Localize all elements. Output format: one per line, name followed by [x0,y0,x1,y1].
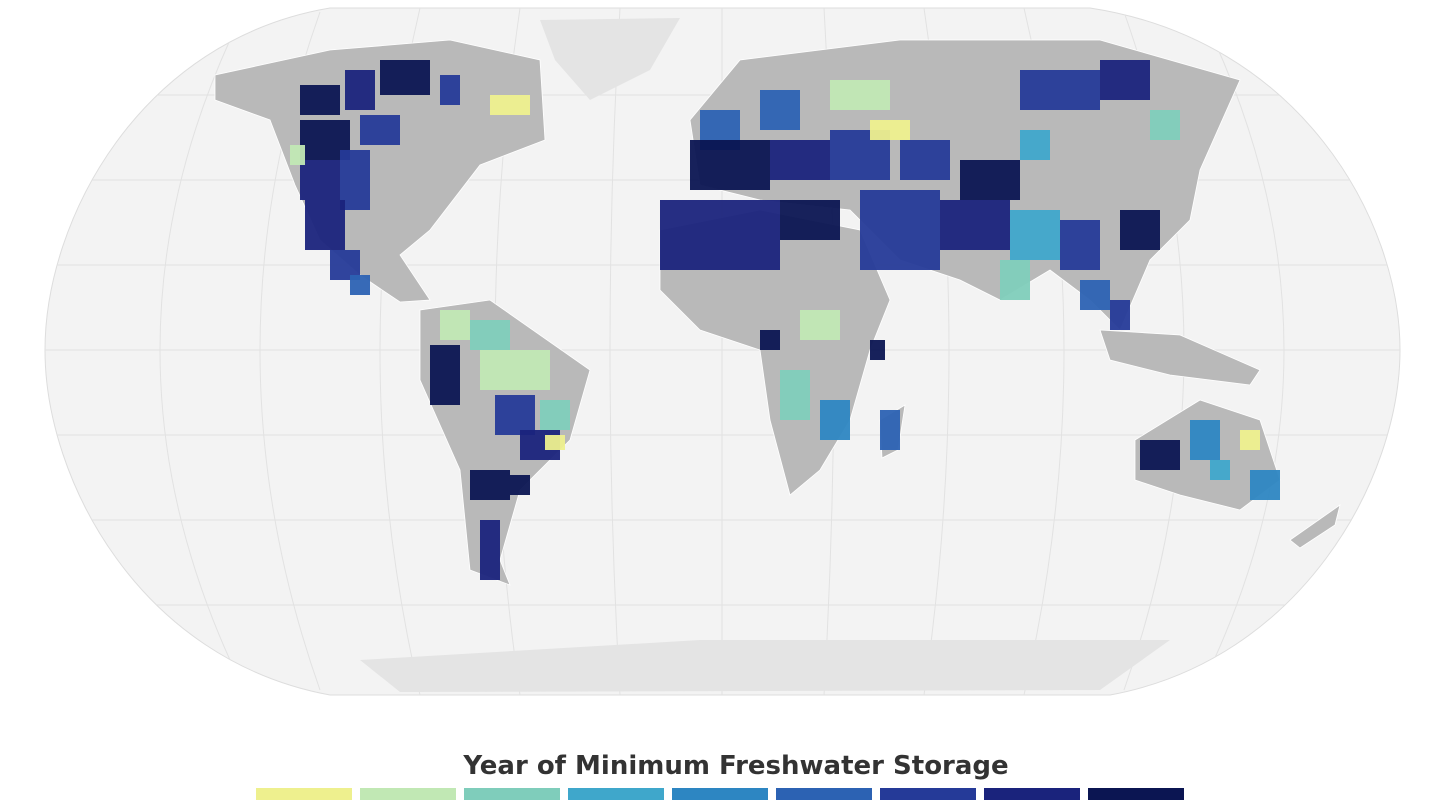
storage-cell [1210,460,1230,480]
legend-swatch [1088,788,1184,800]
storage-cell [1240,430,1260,450]
storage-cell [1100,60,1150,100]
storage-cell [1110,300,1130,330]
storage-cell [830,80,890,110]
storage-cell [480,520,500,580]
storage-cell [430,345,460,405]
legend-swatch [984,788,1080,800]
storage-cell [1080,280,1110,310]
storage-cell [870,120,910,140]
storage-cell [440,310,470,340]
storage-cell [545,435,565,450]
storage-cell [940,200,1010,250]
storage-cell [1010,210,1060,260]
storage-cell [1120,210,1160,250]
storage-cell [960,160,1020,200]
storage-cell [860,190,940,270]
storage-cells [290,60,1280,580]
storage-cell [780,200,840,240]
storage-cell [360,115,400,145]
storage-cell [470,470,510,500]
north-america [214,39,546,303]
storage-cell [900,140,950,180]
storage-cell [870,340,885,360]
storage-cell [760,90,800,130]
storage-cell [300,160,340,200]
storage-cell [380,60,430,95]
storage-cell [1140,440,1180,470]
storage-cell [345,70,375,110]
storage-cell [480,350,550,390]
storage-cell [350,275,370,295]
legend-swatch [464,788,560,800]
storage-cell [780,370,810,420]
storage-cell [490,95,530,115]
storage-cell [1020,130,1050,160]
storage-cell [440,75,460,105]
storage-cell [1250,470,1280,500]
storage-cell [770,140,830,180]
legend-swatch [256,788,352,800]
legend [256,788,1184,800]
storage-cell [300,85,340,115]
legend-swatch [568,788,664,800]
storage-cell [290,145,305,165]
storage-cell [1060,220,1100,270]
legend-swatch [776,788,872,800]
legend-swatch [672,788,768,800]
storage-cell [880,410,900,450]
storage-cell [820,400,850,440]
storage-cell [690,140,770,190]
storage-cell [1020,70,1100,110]
legend-swatch [360,788,456,800]
legend-title: Year of Minimum Freshwater Storage [462,751,1008,781]
storage-cell [760,330,780,350]
indonesia [1099,329,1261,386]
storage-cell [660,200,780,270]
legend-swatch [880,788,976,800]
storage-cell [540,400,570,430]
storage-cell [1000,260,1030,300]
storage-cell [470,320,510,350]
storage-cell [1190,420,1220,460]
storage-cell [1150,110,1180,140]
storage-cell [495,395,535,435]
antarctica [360,640,1170,692]
greenland [540,18,680,100]
storage-cell [305,200,345,250]
storage-cell [800,310,840,340]
new-zealand [1289,504,1341,549]
storage-cell [510,475,530,495]
